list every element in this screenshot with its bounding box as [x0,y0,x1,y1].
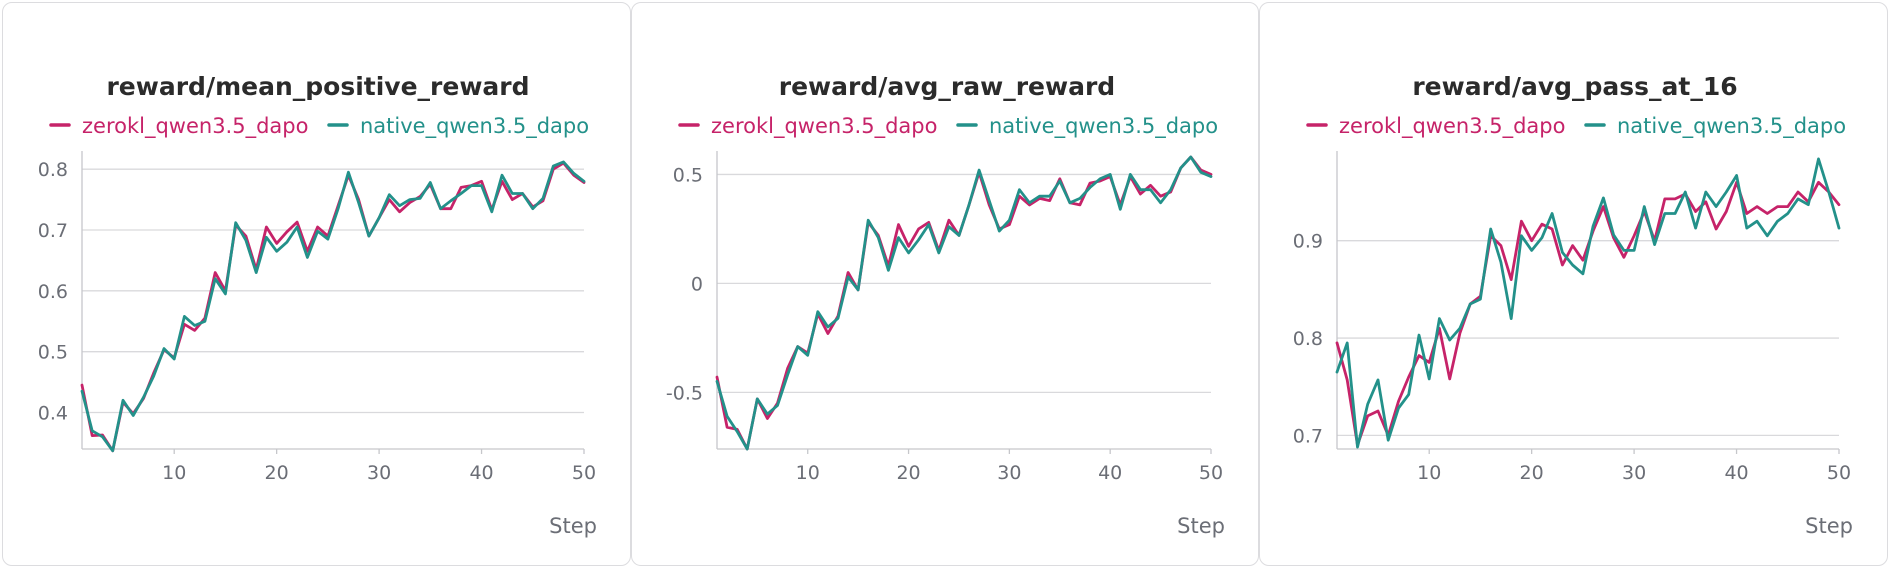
series-line-zerokl-qwen3-5-dapo[interactable] [715,155,1213,451]
y-tick-label: 0.9 [1293,231,1323,253]
x-tick-label: 20 [265,462,289,484]
chart-svg: reward/mean_positive_reward zerokl_qwen3.… [38,72,597,538]
legend-label: native_qwen3.5_dapo [360,114,589,139]
x-tick-label: 50 [1827,462,1851,484]
series-line-native-qwen3-5-dapo[interactable] [80,160,586,453]
y-tick-label: 0.6 [38,281,68,303]
y-tick-label: 0.4 [38,403,68,425]
x-tick-label: 40 [1098,462,1122,484]
series-line-zerokl-qwen3-5-dapo[interactable] [1335,180,1841,447]
chart-panel-avg-raw-reward: reward/avg_raw_reward zerokl_qwen3.5_dapo… [631,2,1259,566]
legend-label: native_qwen3.5_dapo [1617,114,1846,139]
y-tick-label: -0.5 [666,382,703,404]
chart-panel-avg-pass-at-16: reward/avg_pass_at_16 zerokl_qwen3.5_dapo… [1259,2,1888,566]
y-tick-label: 0.5 [673,164,703,186]
legend-item-native-qwen3-5-dapo[interactable]: native_qwen3.5_dapo [327,114,589,139]
x-tick-label: 50 [572,462,596,484]
y-tick-label: 0.7 [38,220,68,242]
x-tick-label: 20 [896,462,920,484]
chart-title: reward/mean_positive_reward [106,72,529,101]
x-axis-label: Step [1805,514,1853,538]
x-axis-label: Step [549,514,597,538]
chart-svg: reward/avg_pass_at_16 zerokl_qwen3.5_dapo… [1293,72,1853,538]
y-tick-label: 0.7 [1293,425,1323,447]
chart-panel-mean-positive-reward: reward/mean_positive_reward zerokl_qwen3.… [2,2,631,566]
x-tick-label: 10 [162,462,186,484]
legend-label: zerokl_qwen3.5_dapo [82,114,308,139]
x-axis-label: Step [1177,514,1225,538]
x-tick-label: 50 [1199,462,1223,484]
legend-item-zerokl-qwen3-5-dapo[interactable]: zerokl_qwen3.5_dapo [678,114,937,139]
x-tick-label: 30 [1622,462,1646,484]
y-tick-label: 0.8 [38,159,68,181]
x-tick-label: 40 [469,462,493,484]
legend-label: native_qwen3.5_dapo [989,114,1218,139]
legend-item-native-qwen3-5-dapo[interactable]: native_qwen3.5_dapo [956,114,1218,139]
x-tick-label: 10 [1417,462,1441,484]
x-tick-label: 30 [367,462,391,484]
x-tick-label: 20 [1520,462,1544,484]
series-line-native-qwen3-5-dapo[interactable] [1335,157,1841,449]
series-line-native-qwen3-5-dapo[interactable] [715,155,1213,451]
chart-title: reward/avg_raw_reward [779,72,1115,101]
legend-label: zerokl_qwen3.5_dapo [1339,114,1565,139]
legend-label: zerokl_qwen3.5_dapo [711,114,937,139]
legend-item-zerokl-qwen3-5-dapo[interactable]: zerokl_qwen3.5_dapo [1306,114,1565,139]
chart-title: reward/avg_pass_at_16 [1412,72,1737,101]
chart-svg: reward/avg_raw_reward zerokl_qwen3.5_dapo… [666,72,1225,538]
y-tick-label: 0.5 [38,342,68,364]
legend-item-native-qwen3-5-dapo[interactable]: native_qwen3.5_dapo [1584,114,1846,139]
x-tick-label: 30 [997,462,1021,484]
series-line-zerokl-qwen3-5-dapo[interactable] [80,161,586,453]
legend-item-zerokl-qwen3-5-dapo[interactable]: zerokl_qwen3.5_dapo [49,114,308,139]
x-tick-label: 40 [1724,462,1748,484]
x-tick-label: 10 [796,462,820,484]
y-tick-label: 0 [691,273,703,295]
y-tick-label: 0.8 [1293,328,1323,350]
